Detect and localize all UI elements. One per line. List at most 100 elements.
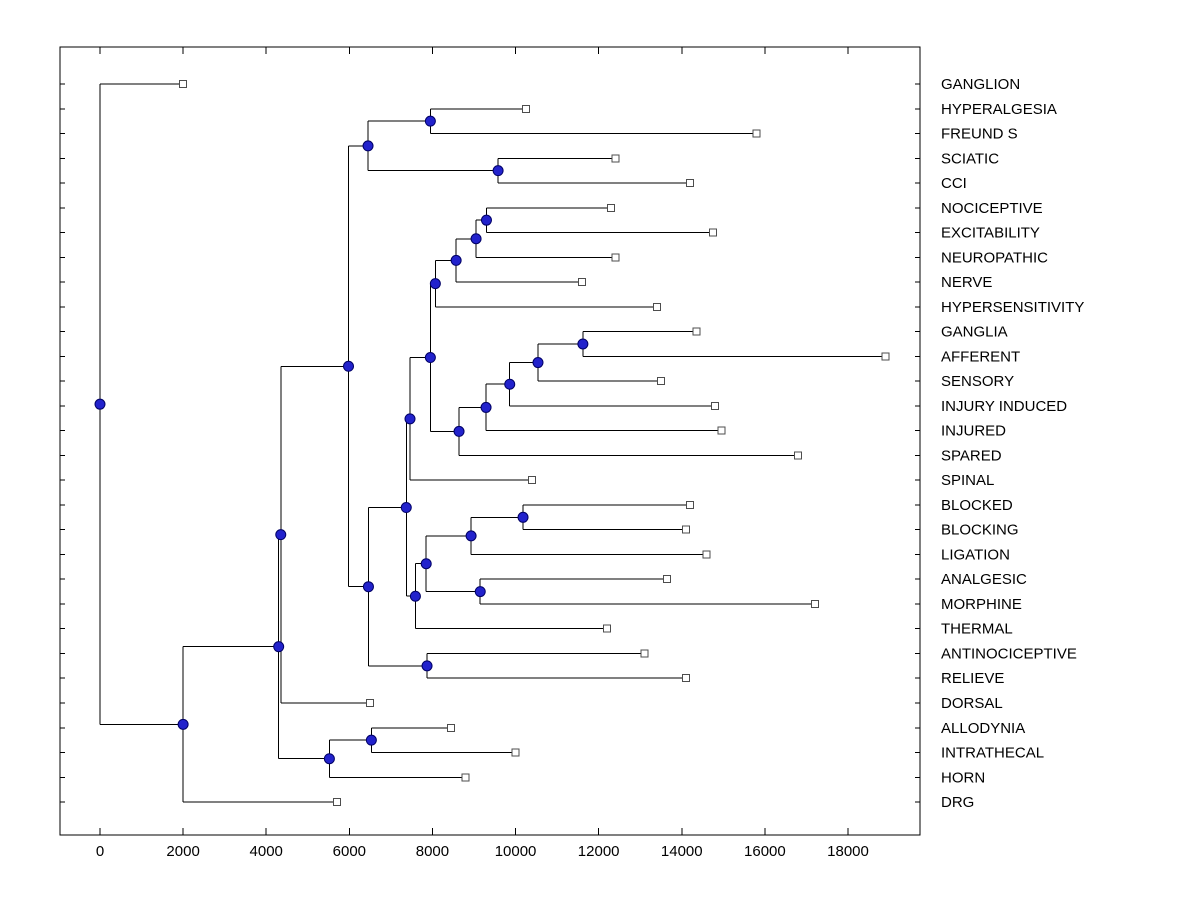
leaf-label: RELIEVE [941,670,1004,687]
cluster-node-marker[interactable] [365,734,377,746]
leaf-marker[interactable] [366,699,375,707]
x-tick-label: 6000 [333,843,366,860]
leaf-marker[interactable] [702,550,711,559]
leaf-label: ANTINOCICEPTIVE [941,645,1077,662]
leaf-marker[interactable] [681,525,690,534]
cluster-node-marker[interactable] [450,254,462,266]
cluster-node-marker[interactable] [409,590,421,602]
cluster-node-marker[interactable] [577,338,589,350]
leaf-marker[interactable] [692,327,701,336]
cluster-node-marker[interactable] [504,378,516,390]
x-tick-label: 18000 [827,843,869,860]
leaf-label: GANGLION [941,76,1020,93]
x-tick-label: 8000 [416,843,449,860]
cluster-node-marker[interactable] [492,165,504,177]
cluster-node-marker[interactable] [362,140,374,152]
leaf-label: LIGATION [941,546,1010,563]
leaf-label: SPINAL [941,472,994,489]
leaf-marker[interactable] [521,104,530,113]
leaf-label: NOCICEPTIVE [941,200,1043,217]
leaf-marker[interactable] [657,377,665,386]
leaf-marker[interactable] [881,352,890,361]
cluster-node-marker[interactable] [177,718,189,730]
leaf-marker[interactable] [686,500,695,509]
leaf-label: THERMAL [941,621,1013,638]
cluster-node-marker[interactable] [343,360,355,372]
leaf-label: AFFERENT [941,348,1020,365]
leaf-label: NERVE [941,274,992,291]
x-tick-label: 2000 [166,843,199,860]
cluster-node-marker[interactable] [429,278,441,290]
leaf-marker[interactable] [611,154,620,163]
leaf-marker[interactable] [578,278,587,287]
leaf-marker[interactable] [708,228,717,237]
leaf-marker[interactable] [810,599,819,608]
x-tick-label: 16000 [744,843,786,860]
cluster-node-marker[interactable] [420,558,432,570]
leaf-label: ANALGESIC [941,571,1027,588]
leaf-label: ALLODYNIA [941,720,1025,737]
leaf-marker[interactable] [663,575,672,584]
leaf-label: HYPERALGESIA [941,101,1057,118]
leaf-marker[interactable] [447,723,456,732]
leaf-marker[interactable] [511,748,520,757]
leaf-label: HYPERSENSITIVITY [941,299,1084,316]
leaf-marker[interactable] [794,451,803,460]
leaf-marker[interactable] [611,253,620,262]
leaf-marker[interactable] [652,302,661,311]
cluster-node-marker[interactable] [424,115,436,127]
cluster-node-marker[interactable] [465,530,477,542]
cluster-node-marker[interactable] [453,425,465,437]
x-tick-label: 4000 [250,843,283,860]
leaf-marker[interactable] [528,476,537,485]
leaf-marker[interactable] [717,426,726,435]
leaf-label: HORN [941,769,985,786]
leaf-label: INJURED [941,423,1006,440]
leaf-marker[interactable] [711,401,720,410]
cluster-node-marker[interactable] [480,214,492,226]
cluster-node-marker[interactable] [532,357,544,369]
root-node-marker[interactable] [94,398,106,410]
leaf-marker[interactable] [607,203,616,212]
cluster-node-marker[interactable] [517,511,529,523]
leaf-marker[interactable] [332,798,341,807]
cluster-node-marker[interactable] [273,641,285,653]
leaf-label: BLOCKED [941,497,1013,514]
x-tick-label: 0 [96,843,104,860]
leaf-label: CCI [941,175,967,192]
x-tick-label: 14000 [661,843,703,860]
leaf-label: MORPHINE [941,596,1022,613]
leaf-marker[interactable] [752,129,761,138]
leaf-label: SCIATIC [941,150,999,167]
leaf-label: BLOCKING [941,522,1019,539]
leaf-marker[interactable] [681,674,690,683]
leaf-label: FREUND S [941,126,1018,143]
cluster-node-marker[interactable] [404,413,416,425]
leaf-label: INJURY INDUCED [941,398,1067,415]
cluster-node-marker[interactable] [275,529,287,541]
leaf-marker[interactable] [179,80,188,88]
cluster-node-marker[interactable] [424,352,436,364]
x-tick-label: 12000 [578,843,620,860]
leaf-marker[interactable] [640,649,649,658]
x-tick-label: 10000 [495,843,537,860]
plot-box [59,46,921,836]
leaf-label: EXCITABILITY [941,225,1040,242]
cluster-node-marker[interactable] [474,586,486,598]
cluster-node-marker[interactable] [421,660,433,672]
cluster-node-marker[interactable] [362,581,374,593]
cluster-node-marker[interactable] [323,753,335,765]
cluster-node-marker[interactable] [480,401,492,413]
leaf-label: SENSORY [941,373,1014,390]
cluster-node-marker[interactable] [400,502,412,514]
leaf-label: SPARED [941,447,1002,464]
cluster-node-marker[interactable] [470,233,482,245]
leaf-marker[interactable] [686,179,695,188]
leaf-label: GANGLIA [941,324,1008,341]
leaf-marker[interactable] [602,624,611,633]
leaf-marker[interactable] [461,773,470,782]
leaf-label: DRG [941,794,974,811]
